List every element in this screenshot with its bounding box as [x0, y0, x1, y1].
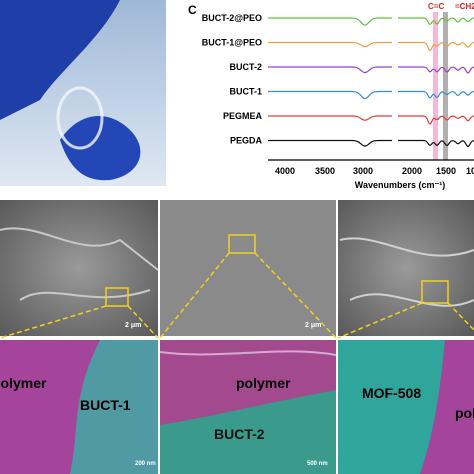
- x-tick-label: 10: [466, 166, 474, 176]
- spectrum: [268, 17, 474, 26]
- band: [433, 12, 438, 160]
- spectrum-label: BUCT-1: [229, 87, 262, 97]
- x-tick-label: 2000: [402, 166, 422, 176]
- scale-bar: 500 nm: [307, 461, 328, 467]
- scale-bar: 2 μm: [125, 322, 141, 329]
- x-tick-label: 4000: [275, 166, 295, 176]
- mof-region: [70, 340, 158, 474]
- region-label: pol: [455, 405, 474, 421]
- band-label: C=C: [428, 2, 444, 11]
- spectrum: [268, 139, 474, 148]
- sem-image: [160, 200, 336, 336]
- x-tick-label: 1500: [436, 166, 456, 176]
- region-label: BUCT-1: [80, 397, 131, 413]
- scale-bar: 200 nm: [135, 461, 156, 467]
- scale-bar: 2 μm: [305, 322, 321, 329]
- region-label: BUCT-2: [214, 426, 265, 442]
- spectrum: [268, 66, 474, 74]
- band: [443, 12, 448, 160]
- panel-label: C: [188, 3, 197, 17]
- region-label: MOF-508: [362, 385, 421, 401]
- spectrum: [268, 115, 474, 125]
- spectrum-label: PEGDA: [230, 136, 263, 146]
- spectrum-label: BUCT-2@PEO: [202, 13, 262, 23]
- spectrum: [268, 41, 474, 52]
- glove: [60, 116, 141, 181]
- zoom-box: [228, 234, 256, 254]
- zoom-line: [0, 252, 474, 339]
- sem-image: [0, 200, 158, 336]
- x-tick-label: 3000: [353, 166, 373, 176]
- sem-image: [338, 200, 474, 336]
- zoom-box: [421, 280, 449, 304]
- spectrum-label: BUCT-1@PEO: [202, 38, 262, 48]
- spectrum-label: BUCT-2: [229, 62, 262, 72]
- glove: [0, 0, 120, 120]
- zoom-box: [105, 287, 129, 307]
- spectrum: [268, 90, 474, 100]
- region-label: polymer: [0, 375, 47, 391]
- mof-region: [160, 390, 336, 474]
- polymer-region: [420, 340, 474, 474]
- band-label: =CH2: [455, 2, 474, 11]
- region-label: polymer: [236, 375, 291, 391]
- x-axis-label: Wavenumbers (cm⁻¹): [355, 180, 445, 190]
- texture: [0, 227, 159, 301]
- membrane: [56, 86, 104, 150]
- texture: [160, 350, 336, 356]
- texture: [339, 237, 474, 307]
- x-tick-label: 3500: [315, 166, 335, 176]
- spectrum-label: PEGMEA: [223, 111, 263, 121]
